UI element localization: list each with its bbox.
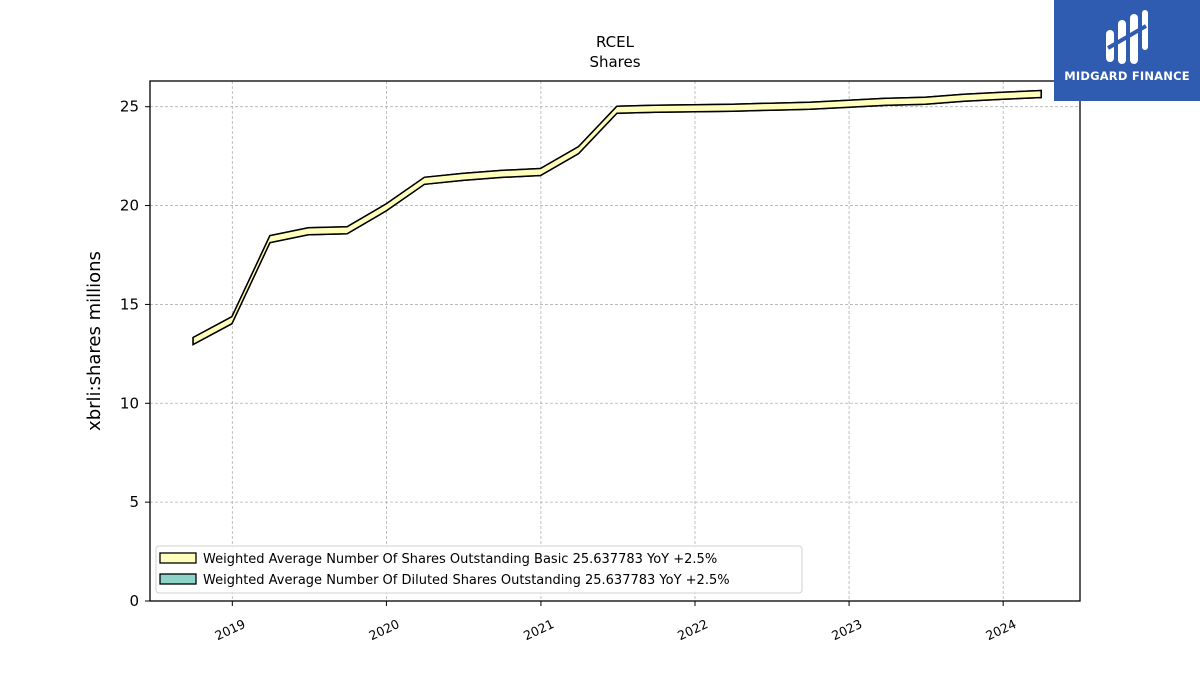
y-tick-label: 15 xyxy=(120,295,139,313)
chart-subtitle: Shares xyxy=(589,53,640,71)
plot-frame xyxy=(149,80,1081,602)
y-axis-label: xbrli:shares millions xyxy=(84,251,105,431)
y-tick-label: 10 xyxy=(120,394,139,412)
brand-name: MIDGARD FINANCE xyxy=(1064,69,1190,83)
y-tick-label: 25 xyxy=(120,98,139,116)
legend: Weighted Average Number Of Shares Outsta… xyxy=(155,545,803,594)
x-tick-label: 2022 xyxy=(675,616,710,643)
legend-swatch xyxy=(159,573,197,585)
y-tick-label: 5 xyxy=(129,493,139,511)
legend-box xyxy=(155,545,803,594)
series-band xyxy=(192,89,1042,346)
y-tick-label: 20 xyxy=(120,197,139,215)
chart-title: RCEL xyxy=(596,33,635,51)
logo-mark-icon xyxy=(1106,10,1148,64)
series-layer xyxy=(192,89,1042,346)
x-tick-label: 2020 xyxy=(367,616,402,643)
grid-lines xyxy=(150,81,1080,601)
y-tick-label: 0 xyxy=(129,592,139,610)
brand-logo: MIDGARD FINANCE xyxy=(1054,0,1200,101)
legend-label: Weighted Average Number Of Diluted Share… xyxy=(203,573,730,588)
x-tick-label: 2023 xyxy=(829,616,864,643)
series-band xyxy=(192,89,1042,346)
x-tick-label: 2021 xyxy=(521,616,556,643)
x-tick-label: 2024 xyxy=(983,616,1018,643)
legend-label: Weighted Average Number Of Shares Outsta… xyxy=(203,552,717,567)
x-tick-label: 2019 xyxy=(212,616,247,643)
legend-swatch xyxy=(159,552,197,564)
